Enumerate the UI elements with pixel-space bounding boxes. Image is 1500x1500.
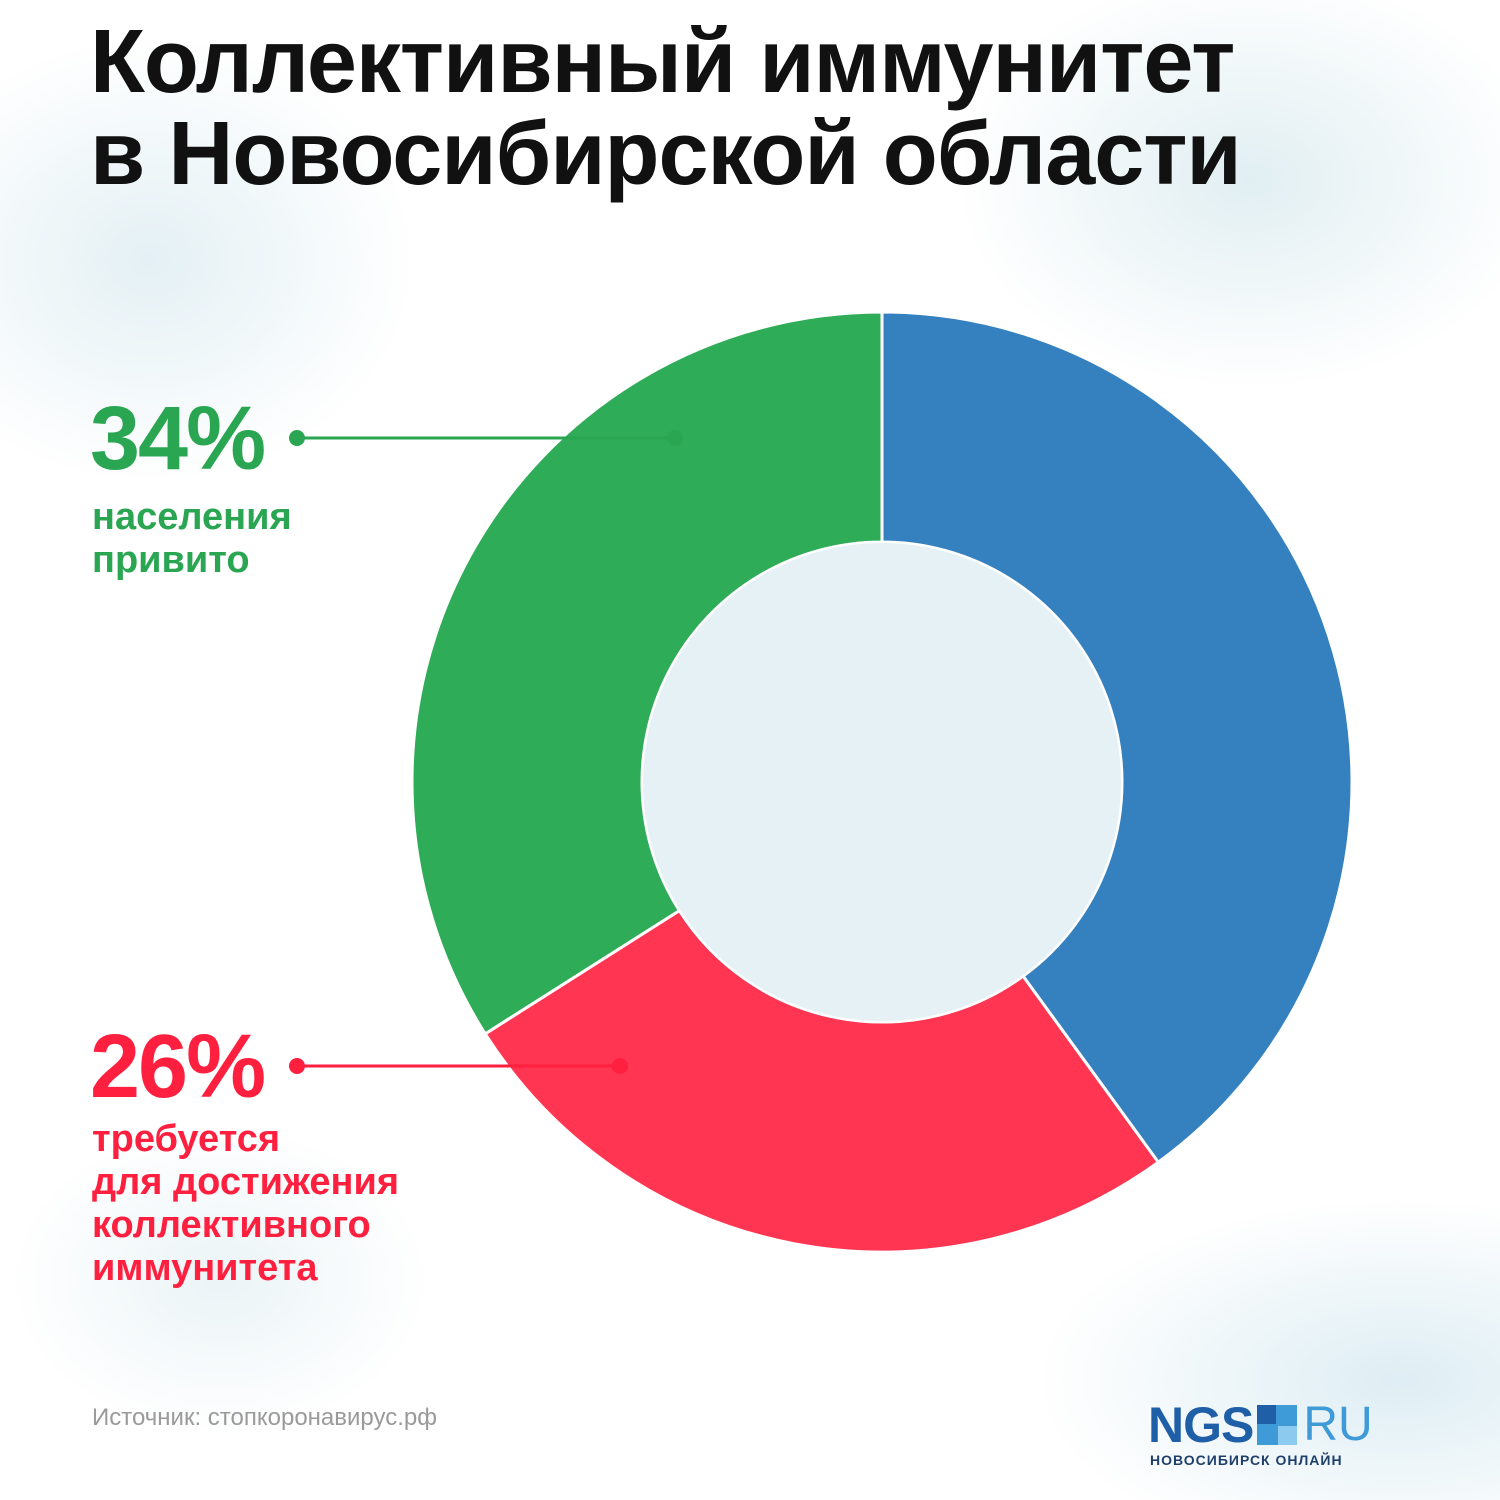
title-line-1: Коллективный иммунитет <box>90 12 1235 112</box>
caption-line: коллективного <box>92 1204 371 1246</box>
leader-line-required <box>289 1058 628 1074</box>
annotation-required-caption: требуется для достижения коллективного и… <box>92 1118 399 1290</box>
leader-line-vaccinated <box>289 430 683 446</box>
caption-line: для достижения <box>92 1161 399 1203</box>
segment-unvaccinated <box>880 310 1354 1165</box>
logo-ru-text: RU <box>1303 1398 1373 1451</box>
annotation-vaccinated-value: 34% <box>90 389 266 489</box>
caption-line: населения <box>92 496 292 538</box>
logo-ngs-text: NGS <box>1148 1397 1254 1453</box>
donut-hole <box>643 543 1121 1021</box>
annotation-vaccinated-caption: населения привито <box>92 496 292 582</box>
logo-wordmark: NGS RU <box>1148 1397 1373 1453</box>
segment-vaccinated <box>410 310 884 1036</box>
caption-line: иммунитета <box>92 1247 318 1289</box>
ngs-logo[interactable]: NGS RU НОВОСИБИРСК ОНЛАЙН <box>1148 1400 1428 1470</box>
logo-subtitle: НОВОСИБИРСК ОНЛАЙН <box>1150 1452 1343 1468</box>
caption-line: требуется <box>92 1118 281 1160</box>
source-note: Источник: стопкоронавирус.рф <box>92 1404 437 1431</box>
page-title: Коллективный иммунитет в Новосибирской о… <box>90 16 1430 200</box>
caption-line: привито <box>92 539 250 581</box>
segment-required <box>483 908 1161 1254</box>
annotation-required-value: 26% <box>90 1017 266 1117</box>
logo-square-icon <box>1257 1405 1298 1445</box>
title-line-2: в Новосибирской области <box>90 104 1242 204</box>
